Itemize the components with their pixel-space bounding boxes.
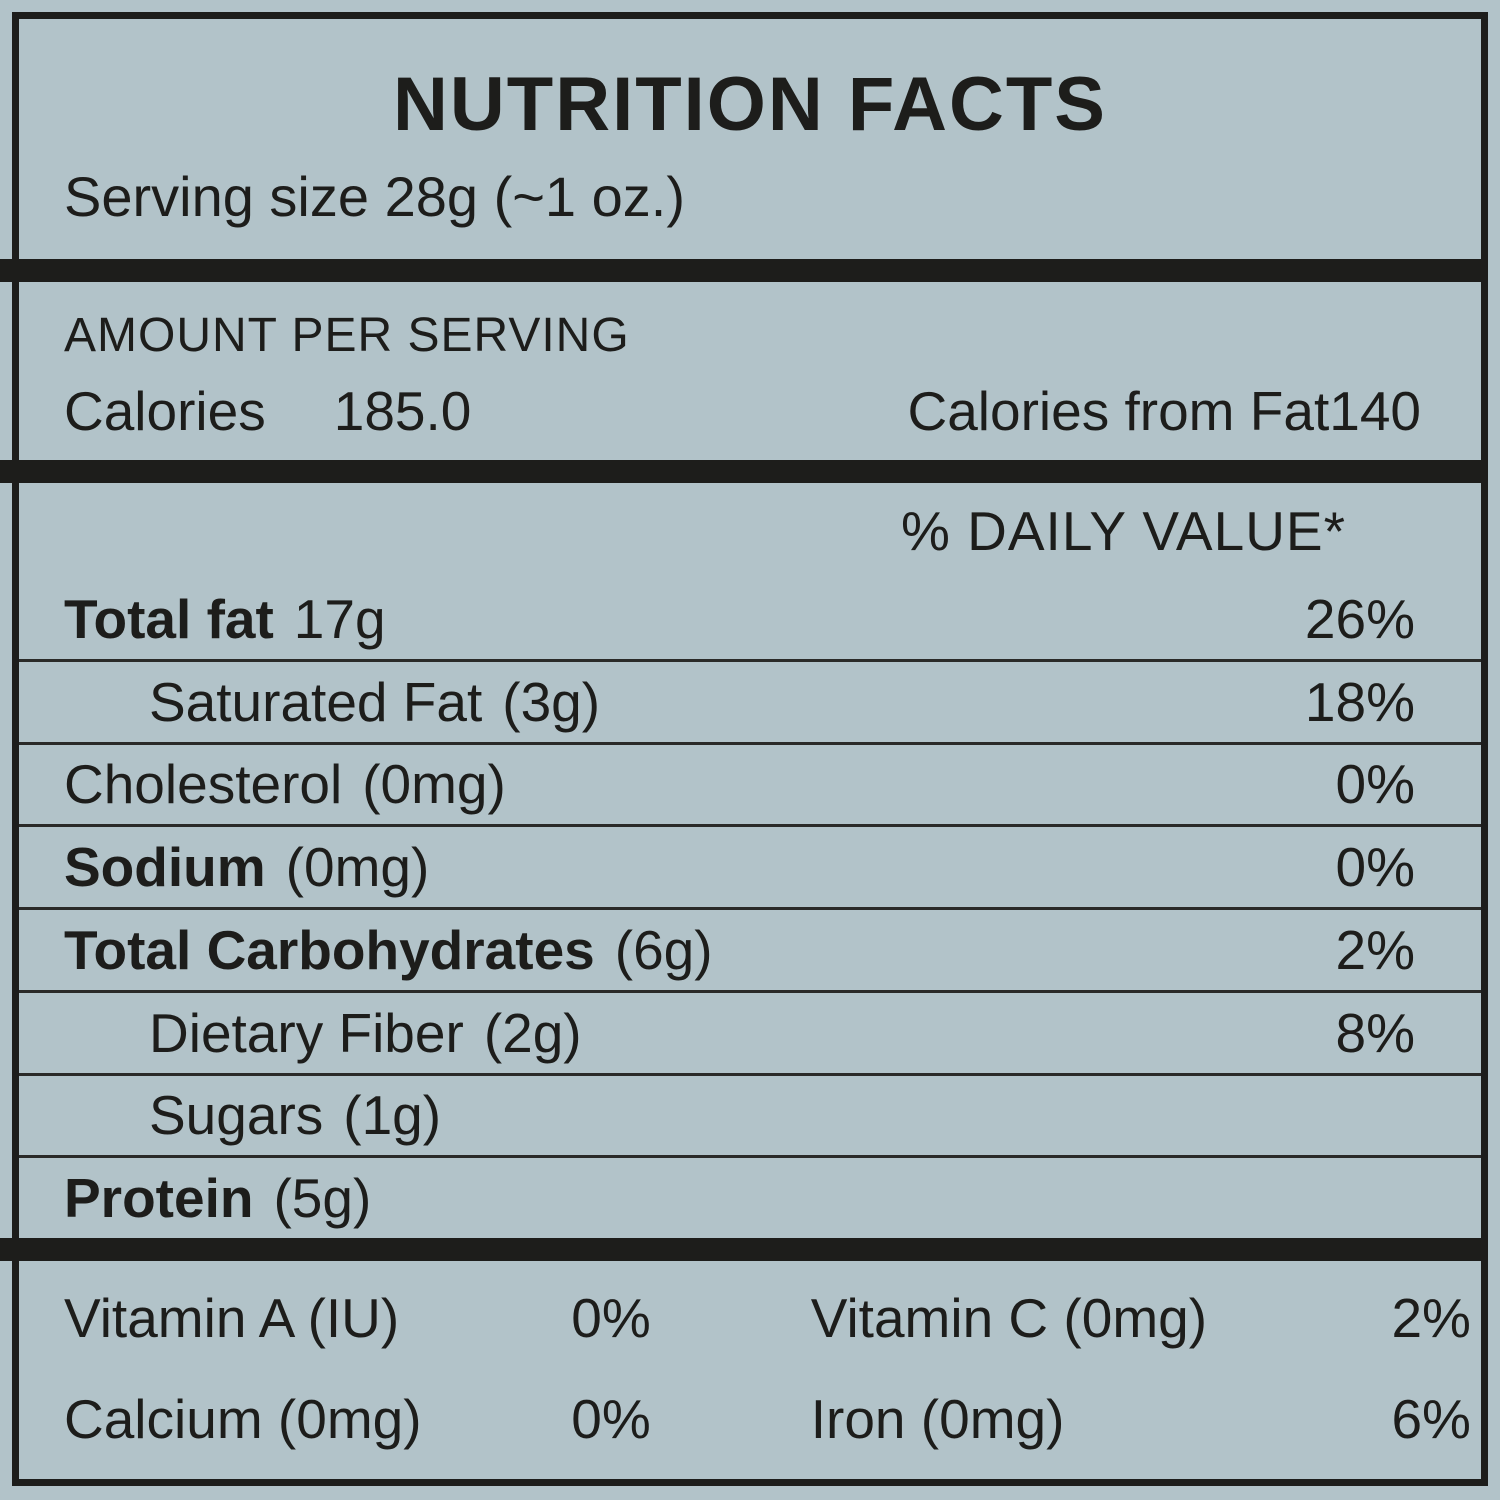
- nutrient-row-protein: Protein (5g): [19, 1155, 1481, 1238]
- nutrient-name: Total Carbohydrates: [64, 918, 595, 981]
- nutrient-row-total-carbohydrates: Total Carbohydrates (6g) 2%: [19, 907, 1481, 990]
- daily-value-section: % DAILY VALUE* Total fat 17g 26% Saturat…: [19, 483, 1481, 1238]
- label-title: NUTRITION FACTS: [393, 62, 1107, 147]
- nutrient-amount: (0mg): [362, 753, 506, 816]
- nutrient-amount: (3g): [502, 670, 601, 733]
- micronutrient-name: Vitamin C (0mg): [810, 1286, 1208, 1349]
- nutrient-row-total-fat: Total fat 17g 26%: [19, 579, 1481, 659]
- micronutrient-name: Calcium (0mg): [64, 1387, 422, 1450]
- nutrient-dv: 26%: [1304, 587, 1415, 650]
- micronutrient-name: Vitamin A (IU): [64, 1286, 400, 1349]
- nutrient-amount: 17g: [293, 587, 386, 650]
- nutrient-amount: (0mg): [285, 836, 430, 899]
- micronutrient-dv: 0%: [571, 1387, 651, 1450]
- amount-per-serving-heading: AMOUNT PER SERVING: [64, 309, 630, 362]
- nutrient-name: Protein: [64, 1167, 254, 1230]
- nutrient-row-dietary-fiber: Dietary Fiber (2g) 8%: [19, 989, 1481, 1073]
- calories-value: 185.0: [333, 380, 472, 442]
- calories-label: Calories: [64, 380, 266, 442]
- nutrient-dv: 18%: [1304, 670, 1415, 733]
- nutrient-name: Sugars: [149, 1084, 324, 1147]
- calories-row: Calories 185.0 Calories from Fat140: [64, 379, 1421, 443]
- daily-value-heading: % DAILY VALUE*: [900, 500, 1346, 562]
- nutrient-amount: (1g): [343, 1084, 442, 1147]
- nutrition-label: NUTRITION FACTS Serving size 28g (~1 oz.…: [0, 12, 1488, 1486]
- micronutrient-dv: 0%: [571, 1286, 651, 1349]
- divider-bar: [0, 1238, 1481, 1261]
- serving-size: Serving size 28g (~1 oz.): [64, 165, 685, 228]
- nutrient-dv: 0%: [1335, 753, 1416, 816]
- divider-bar: [0, 259, 1481, 282]
- micronutrient-dv: 6%: [1391, 1387, 1471, 1450]
- label-header: NUTRITION FACTS Serving size 28g (~1 oz.…: [19, 19, 1481, 259]
- micronutrients-section: Vitamin A (IU) 0% Vitamin C (0mg) 2% Cal…: [19, 1261, 1481, 1479]
- calories-from-fat: Calories from Fat140: [907, 380, 1421, 442]
- nutrient-row-sugars: Sugars (1g): [19, 1072, 1481, 1156]
- nutrient-name: Total fat: [64, 587, 274, 650]
- nutrient-dv: 2%: [1335, 918, 1416, 981]
- nutrient-name: Sodium: [64, 836, 266, 899]
- nutrient-name: Dietary Fiber: [149, 1001, 464, 1064]
- divider-bar: [0, 460, 1481, 483]
- nutrient-row-saturated-fat: Saturated Fat (3g) 18%: [19, 658, 1481, 742]
- micronutrient-name: Iron (0mg): [810, 1387, 1065, 1450]
- nutrient-amount: (2g): [483, 1001, 582, 1064]
- micronutrient-dv: 2%: [1391, 1286, 1471, 1349]
- calories-group: Calories 185.0: [64, 379, 471, 443]
- nutrient-amount: (5g): [273, 1167, 372, 1230]
- nutrient-name: Saturated Fat: [149, 670, 483, 733]
- nutrient-amount: (6g): [614, 918, 713, 981]
- amount-per-serving-section: AMOUNT PER SERVING Calories 185.0 Calori…: [19, 282, 1481, 460]
- nutrient-row-sodium: Sodium (0mg) 0%: [19, 824, 1481, 907]
- nutrient-name: Cholesterol: [64, 753, 343, 816]
- nutrient-dv: 8%: [1335, 1001, 1416, 1064]
- nutrient-row-cholesterol: Cholesterol (0mg) 0%: [19, 741, 1481, 825]
- nutrient-dv: 0%: [1335, 836, 1416, 899]
